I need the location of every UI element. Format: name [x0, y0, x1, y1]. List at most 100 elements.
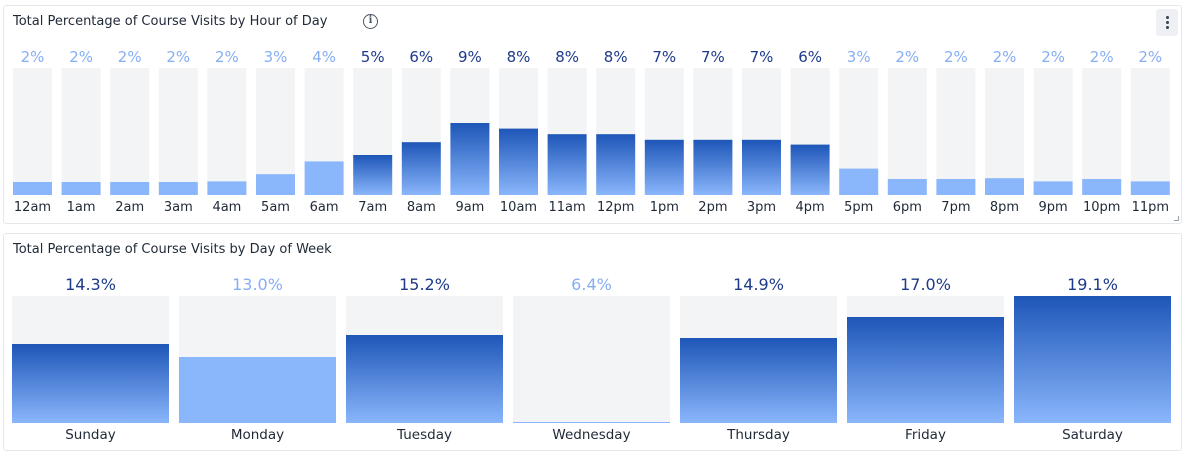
hour-category-label: 10am: [500, 200, 537, 215]
hour-value-label: 6%: [409, 48, 433, 66]
hour-bar[interactable]: [499, 128, 538, 195]
hour-bar[interactable]: [61, 182, 101, 195]
hour-bar[interactable]: [936, 179, 976, 195]
hour-bar-chart: 2% 12am 2% 1am 2% 2am 2% 3am 2% 4am 3% 5am 4% 6am 5% 7a…: [13, 48, 1170, 215]
week-bar[interactable]: [179, 357, 336, 423]
hour-value-label: 2%: [1041, 48, 1065, 66]
day-of-week-panel: Total Percentage of Course Visits by Day…: [3, 233, 1182, 451]
hour-category-label: 4pm: [796, 200, 825, 215]
hour-category-label: 7am: [358, 200, 387, 215]
week-bar[interactable]: [12, 344, 169, 423]
hour-chart-title: Total Percentage of Course Visits by Hou…: [13, 14, 328, 29]
hour-bar[interactable]: [985, 178, 1024, 195]
week-bar[interactable]: [1014, 296, 1171, 423]
hour-category-label: 12pm: [597, 200, 634, 215]
hour-value-label: 2%: [215, 48, 239, 66]
week-bar[interactable]: [346, 335, 503, 423]
week-category-label: Saturday: [1062, 427, 1123, 443]
hour-bar[interactable]: [1033, 181, 1073, 195]
hour-bar[interactable]: [401, 142, 441, 195]
hour-bar[interactable]: [1082, 179, 1122, 195]
hour-category-label: 8pm: [990, 200, 1019, 215]
week-value-label: 17.0%: [900, 275, 951, 294]
hour-track: [1082, 68, 1122, 195]
week-category-label: Friday: [905, 427, 946, 443]
week-value-label: 19.1%: [1067, 275, 1118, 294]
week-bar-chart: 14.3% Sunday 13.0% Monday 15.2% Tuesday 6.4% We…: [12, 275, 1171, 443]
week-category-label: Sunday: [65, 427, 116, 443]
hour-value-label: 2%: [895, 48, 919, 66]
week-category-label: Monday: [231, 427, 284, 443]
hour-category-label: 9am: [455, 200, 484, 215]
hour-bar[interactable]: [644, 139, 684, 195]
hour-category-label: 1pm: [650, 200, 679, 215]
hour-bar[interactable]: [207, 181, 247, 195]
hour-bar[interactable]: [839, 168, 879, 195]
hour-value-label: 6%: [798, 48, 822, 66]
hour-value-label: 8%: [555, 48, 579, 66]
hour-bar[interactable]: [887, 179, 927, 195]
hour-bar[interactable]: [742, 139, 781, 195]
hour-category-label: 4am: [212, 200, 241, 215]
hour-bar[interactable]: [13, 182, 52, 195]
hour-value-label: 7%: [701, 48, 725, 66]
week-value-label: 13.0%: [232, 275, 283, 294]
hour-bar[interactable]: [256, 174, 295, 195]
hour-bar[interactable]: [596, 134, 636, 195]
week-category-label: Thursday: [726, 427, 790, 443]
hour-bar[interactable]: [353, 155, 393, 195]
hour-track: [256, 68, 295, 195]
hour-value-label: 2%: [166, 48, 190, 66]
hour-track: [207, 68, 247, 195]
hour-track: [1130, 68, 1170, 195]
kebab-menu-icon[interactable]: [1156, 9, 1178, 36]
hour-track: [61, 68, 101, 195]
hour-track: [936, 68, 976, 195]
hour-category-label: 2am: [115, 200, 144, 215]
week-value-label: 15.2%: [399, 275, 450, 294]
hour-bar[interactable]: [1130, 181, 1170, 195]
hour-bar[interactable]: [110, 182, 150, 195]
hour-category-label: 3pm: [747, 200, 776, 215]
hour-category-label: 6pm: [893, 200, 922, 215]
week-category-label: Tuesday: [396, 427, 452, 443]
week-chart-title: Total Percentage of Course Visits by Day…: [13, 242, 332, 257]
hour-category-label: 2pm: [698, 200, 727, 215]
hour-of-day-panel: Total Percentage of Course Visits by Hou…: [3, 5, 1182, 224]
hour-value-label: 7%: [652, 48, 676, 66]
hour-value-label: 2%: [21, 48, 45, 66]
hour-category-label: 11pm: [1132, 200, 1169, 215]
hour-track: [985, 68, 1024, 195]
hour-category-label: 5am: [261, 200, 290, 215]
hour-value-label: 3%: [847, 48, 871, 66]
hour-category-label: 8am: [407, 200, 436, 215]
hour-bar[interactable]: [790, 144, 830, 195]
hour-bar[interactable]: [304, 161, 344, 195]
week-bar[interactable]: [680, 338, 837, 423]
hour-value-label: 7%: [750, 48, 774, 66]
hour-track: [158, 68, 198, 195]
hour-category-label: 5pm: [844, 200, 873, 215]
hour-category-label: 3am: [164, 200, 193, 215]
hour-value-label: 2%: [993, 48, 1017, 66]
week-bar[interactable]: [513, 422, 670, 423]
hour-track: [1033, 68, 1073, 195]
hour-value-label: 8%: [507, 48, 531, 66]
hour-bar[interactable]: [547, 134, 587, 195]
week-value-label: 6.4%: [571, 275, 612, 294]
hour-bar[interactable]: [693, 139, 733, 195]
info-circle-icon[interactable]: i: [363, 14, 378, 29]
hour-value-label: 3%: [264, 48, 288, 66]
hour-category-label: 6am: [310, 200, 339, 215]
hour-category-label: 7pm: [941, 200, 970, 215]
week-value-label: 14.3%: [65, 275, 116, 294]
resize-handle-icon[interactable]: [1174, 216, 1179, 221]
hour-value-label: 2%: [69, 48, 93, 66]
week-bar[interactable]: [847, 317, 1004, 423]
hour-track: [13, 68, 52, 195]
hour-value-label: 2%: [1090, 48, 1114, 66]
week-value-label: 14.9%: [733, 275, 784, 294]
hour-category-label: 12am: [14, 200, 51, 215]
hour-bar[interactable]: [158, 182, 198, 195]
hour-bar[interactable]: [450, 123, 490, 195]
